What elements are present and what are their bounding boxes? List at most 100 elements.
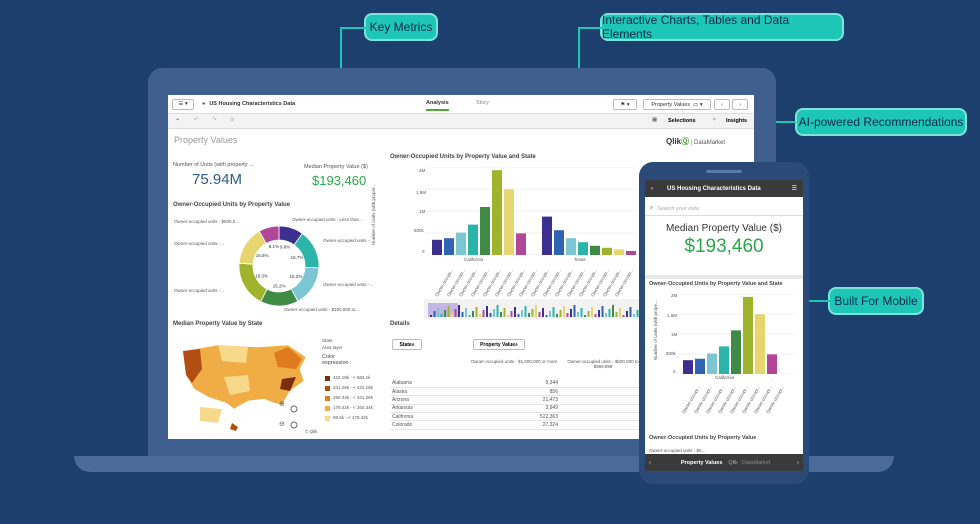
donut-slice[interactable] (258, 225, 280, 244)
minimap-bar (545, 315, 548, 317)
minimap-bar (594, 314, 597, 317)
table-row[interactable]: Alaska 856 (390, 387, 646, 397)
bar[interactable] (432, 239, 442, 255)
donut-title: Owner-Occupied Units by Property Value (173, 202, 291, 208)
prev-sheet-button[interactable]: ‹ (714, 99, 730, 110)
tab-analysis[interactable]: Analysis (426, 100, 449, 111)
map-legend-label: 179.42k - < 260.34k (333, 405, 373, 410)
bar[interactable] (614, 249, 624, 255)
table-cell: 36 (560, 379, 646, 388)
property-value-column-filter[interactable]: Property Value ⌕ (473, 339, 525, 350)
bar[interactable] (444, 238, 454, 255)
sheet-selector[interactable]: Property Values ▭ ▾ (643, 99, 711, 110)
minimap-bar (535, 305, 537, 317)
zoom-out-icon[interactable]: ⊖ (279, 421, 285, 428)
bar[interactable] (456, 232, 466, 255)
donut-chart[interactable]: 9.8% 15.7% 16.2%15.2% 18.3% 15.5%8.1% (234, 221, 324, 311)
bar[interactable] (492, 170, 502, 255)
bar-ytick-2: 1M (419, 209, 426, 214)
chevron-right-icon: › (739, 101, 741, 108)
donut-label-1: Owner-occupied units - Less than... (292, 217, 363, 222)
phone-ytick-0: 2M (671, 293, 678, 298)
bar[interactable] (578, 242, 588, 255)
bar-chart[interactable] (426, 167, 636, 255)
minimap-bar (619, 308, 621, 317)
bar-group-label-1: Texas (574, 257, 586, 262)
app-topbar: ☰ ▾ ● US Housing Characteristics Data An… (168, 95, 754, 114)
minimap-bar (570, 309, 572, 317)
donut-pct-label: 16.2% (289, 274, 302, 279)
minimap-bar (479, 314, 481, 317)
back-arrow-icon[interactable]: ‹ (651, 185, 653, 192)
minimap-bar (528, 313, 530, 317)
minimap-bar (559, 310, 562, 317)
phone-search[interactable]: ⌕ Search your data (645, 202, 803, 216)
median-kpi-value[interactable]: $193,460 (312, 173, 367, 188)
bar[interactable] (542, 216, 552, 255)
phone-screen: ‹ US Housing Characteristics Data ☰ ⌕ Se… (645, 180, 803, 471)
bar[interactable] (683, 360, 693, 374)
zoom-in-icon[interactable]: ⊕ (279, 401, 285, 408)
bar[interactable] (504, 189, 514, 255)
bar-minimap[interactable] (424, 299, 642, 319)
bar[interactable] (516, 233, 526, 255)
phone-menu-icon[interactable]: ☰ (791, 186, 797, 192)
phone-brand-suffix: DataMarket (741, 459, 771, 466)
bar[interactable] (602, 247, 612, 255)
phone-ytick-4: 0 (673, 369, 676, 374)
brand-suffix: DataMarket (694, 140, 726, 146)
next-sheet-button[interactable]: › (732, 99, 748, 110)
bar[interactable] (626, 251, 636, 255)
minimap-bar (563, 306, 565, 317)
menu-button[interactable]: ☰ ▾ (172, 98, 194, 110)
bar[interactable] (719, 346, 729, 374)
bar[interactable] (743, 296, 753, 374)
search-icon: ⌕ (515, 341, 518, 348)
bar[interactable] (731, 330, 741, 374)
next-sheet-icon[interactable]: › (797, 459, 799, 466)
phone-bar-chart[interactable] (679, 294, 797, 374)
units-kpi-value[interactable]: 75.94M (192, 171, 243, 188)
map-title: Median Property Value by State (173, 321, 263, 327)
tab-story[interactable]: Story (476, 100, 489, 106)
prev-sheet-icon[interactable]: ‹ (649, 459, 651, 466)
bar[interactable] (480, 207, 490, 255)
bar[interactable] (755, 314, 765, 374)
phone-kpi-value[interactable]: $193,460 (684, 236, 764, 257)
table-cell: 9,344 (460, 379, 560, 388)
phone-app-title: US Housing Characteristics Data (667, 185, 761, 192)
bar[interactable] (468, 224, 478, 255)
bar-chart-title: Owner-Occupied Units by Property Value a… (390, 154, 536, 160)
selection-tool-icon[interactable]: ⌖ (176, 117, 180, 123)
bar[interactable] (767, 354, 777, 374)
minimap-bar (503, 308, 506, 317)
bar[interactable] (554, 230, 564, 255)
minimap-bar (447, 306, 450, 317)
insights-button[interactable]: Insights (726, 118, 748, 124)
donut-slice[interactable] (238, 262, 268, 303)
state-column-filter[interactable]: State ⌕ (392, 339, 422, 350)
table-cell (560, 387, 646, 397)
forward-step-icon[interactable]: ↷ (212, 117, 217, 123)
phone-chart-title: Owner-Occupied Units by Property Value a… (649, 281, 783, 287)
bookmark-button[interactable]: ⚑ ▾ (613, 99, 637, 110)
donut-label-0: Owner-occupied units - $500,0... (174, 219, 240, 224)
bar[interactable] (695, 358, 705, 374)
us-map[interactable] (178, 339, 313, 435)
map-legend-swatch (325, 396, 330, 401)
bar[interactable] (707, 353, 717, 374)
clear-selections-icon[interactable]: ⊘ (230, 117, 235, 123)
selections-button[interactable]: Selections (668, 118, 696, 124)
phone-ytick-2: 1M (671, 332, 678, 337)
bar[interactable] (566, 238, 576, 255)
bar[interactable] (590, 245, 600, 255)
donut-pct-label: 15.5% (256, 253, 269, 258)
map-legend-swatch (325, 406, 330, 411)
back-step-icon[interactable]: ↶ (194, 117, 199, 123)
map-credit: © Qlik (305, 429, 318, 434)
